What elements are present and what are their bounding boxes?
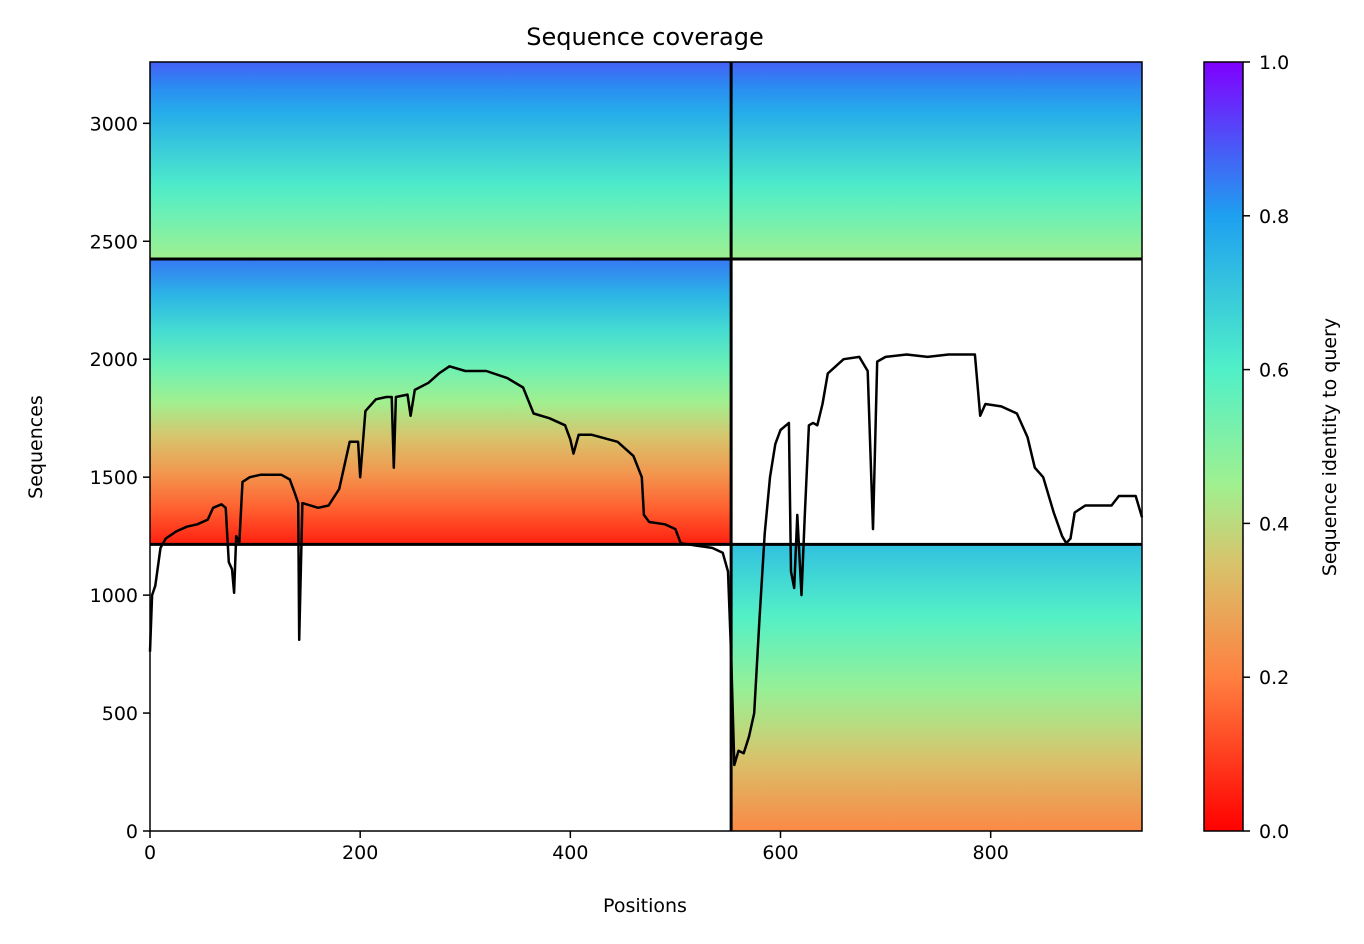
x-tick-label: 400 — [552, 842, 588, 864]
colorbar: 0.0 0.2 0.4 0.6 0.8 1.0 — [1203, 52, 1289, 843]
colorbar-gradient — [1203, 61, 1244, 832]
plot-frame — [149, 61, 1143, 832]
colorbar-tick-label: 1.0 — [1259, 52, 1289, 74]
block-bottom-right — [731, 544, 1142, 831]
block-middle-left — [150, 258, 732, 545]
colorbar-label: Sequence identity to query — [1319, 318, 1341, 576]
x-tick-label: 600 — [762, 842, 798, 864]
x-tick-label: 800 — [973, 842, 1009, 864]
y-tick-label: 2000 — [90, 349, 138, 371]
colorbar-tick-label: 0.0 — [1259, 821, 1289, 843]
colorbar-tick-label: 0.4 — [1259, 513, 1289, 535]
y-tick-label: 1500 — [90, 467, 138, 489]
x-axis-label: Positions — [603, 895, 687, 917]
colorbar-tick-label: 0.2 — [1259, 667, 1289, 689]
colorbar-tick-label: 0.6 — [1259, 360, 1289, 382]
plot-area — [148, 62, 1144, 831]
x-tick-label: 0 — [144, 842, 156, 864]
axes: 0 200 400 600 800 0 500 1000 1500 2000 2500 3000 — [90, 61, 1143, 864]
x-tick-label: 200 — [342, 842, 378, 864]
y-axis-label: Sequences — [25, 395, 47, 499]
coverage-line — [148, 353, 1144, 767]
y-tick-label: 2500 — [90, 231, 138, 253]
y-tick-label: 1000 — [90, 585, 138, 607]
y-tick-label: 500 — [102, 703, 138, 725]
y-tick-label: 0 — [126, 821, 138, 843]
colorbar-tick-label: 0.8 — [1259, 206, 1289, 228]
block-top-left — [150, 62, 732, 259]
block-top-right — [731, 62, 1142, 259]
y-tick-label: 3000 — [90, 113, 138, 135]
chart-title: Sequence coverage — [526, 23, 763, 51]
